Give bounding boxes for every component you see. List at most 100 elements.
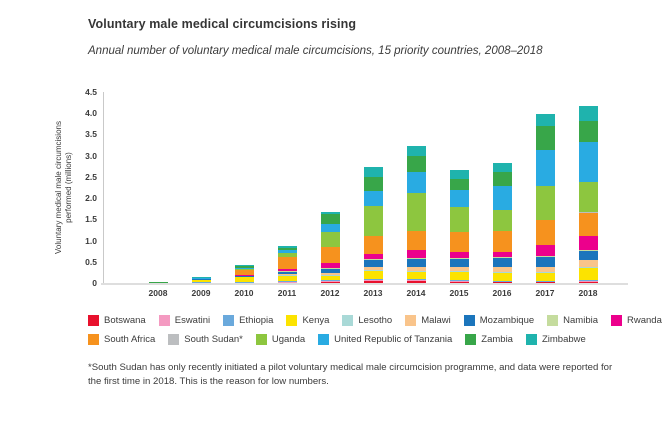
bar-segment-united-republic-of-tanzania-2017 [536, 149, 555, 186]
bar-segment-south-africa-2010 [235, 269, 254, 275]
legend-swatch-zimbabwe [525, 334, 537, 345]
plot-area [103, 92, 626, 283]
bar-segment-rwanda-2016 [493, 251, 512, 258]
bar-segment-mozambique-2015 [450, 258, 469, 267]
legend-item-kenya: Kenya [286, 315, 329, 326]
bar-segment-mozambique-2017 [536, 256, 555, 268]
legend-label-lesotho: Lesotho [358, 315, 393, 326]
legend: Botswana Eswatini Ethiopia Kenya Lesotho Mala… [88, 315, 662, 353]
bar-segment-botswana-2014 [407, 280, 426, 283]
bar-segment-botswana-2018 [579, 281, 598, 283]
legend-item-rwanda: Rwanda [611, 315, 662, 326]
y-tick-label-3.0: 3.0 [85, 150, 97, 161]
page-subtitle: Annual number of voluntary medical male … [88, 45, 543, 57]
y-tick-label-1.5: 1.5 [85, 214, 97, 225]
bar-segment-zambia-2017 [536, 126, 555, 150]
bar-segment-rwanda-2015 [450, 251, 469, 258]
bar-segment-zambia-2016 [493, 172, 512, 187]
bar-2010 [235, 92, 254, 283]
legend-swatch-uganda [255, 334, 267, 345]
x-tick-label-2015: 2015 [449, 288, 469, 298]
bar-segment-rwanda-2011 [278, 269, 297, 272]
bar-2018 [579, 92, 598, 283]
legend-swatch-mozambique [463, 315, 475, 326]
bar-segment-united-republic-of-tanzania-2018 [579, 142, 598, 183]
bar-segment-botswana-2017 [536, 281, 555, 283]
bar-segment-mozambique-2014 [407, 258, 426, 267]
x-axis-labels: 2008 2009 2010 2011 2012 2013 2014 2015 2016 2017… [103, 288, 625, 300]
bar-segment-namibia-2015 [450, 257, 469, 259]
legend-swatch-malawi [405, 315, 417, 326]
legend-label-mozambique: Mozambique [479, 315, 535, 326]
bar-segment-south-africa-2014 [407, 231, 426, 251]
bar-segment-ethiopia-2014 [407, 279, 426, 281]
bar-segment-rwanda-2014 [407, 250, 426, 258]
bar-segment-zambia-2010 [235, 266, 254, 268]
bar-segment-malawi-2017 [536, 267, 555, 272]
bar-segment-ethiopia-2015 [450, 280, 469, 281]
bar-segment-zimbabwe-2013 [364, 166, 383, 178]
y-tick-label-1.0: 1.0 [85, 235, 97, 246]
bar-segment-united-republic-of-tanzania-2013 [364, 190, 383, 207]
bar-segment-kenya-2018 [579, 268, 598, 281]
y-tick-label-2.0: 2.0 [85, 193, 97, 204]
x-axis-line [101, 283, 628, 285]
bar-segment-namibia-2013 [364, 259, 383, 261]
legend-item-south-sudan: South Sudan* [168, 334, 243, 345]
y-tick-label-2.5: 2.5 [85, 171, 97, 182]
bar-segment-rwanda-2010 [235, 274, 254, 276]
bar-segment-zimbabwe-2014 [407, 145, 426, 156]
y-tick-label-0.5: 0.5 [85, 256, 97, 267]
bar-segment-rwanda-2018 [579, 235, 598, 250]
legend-item-zimbabwe: Zimbabwe [525, 334, 586, 345]
legend-label-botswana: Botswana [104, 315, 146, 326]
bar-segment-south-africa-2012 [321, 246, 340, 263]
bar-segment-namibia-2018 [579, 249, 598, 251]
bar-segment-united-republic-of-tanzania-2012 [321, 224, 340, 232]
bar-segment-zambia-2012 [321, 213, 340, 225]
bar-2009 [192, 92, 211, 283]
legend-label-south-sudan: South Sudan* [184, 334, 243, 345]
legend-label-zambia: Zambia [481, 334, 513, 345]
y-tick-label-4.5: 4.5 [85, 87, 97, 97]
legend-swatch-united-republic-of-tanzania [318, 334, 330, 345]
bar-segment-malawi-2018 [579, 260, 598, 268]
legend-label-ethiopia: Ethiopia [239, 315, 274, 326]
x-tick-label-2016: 2016 [492, 288, 512, 298]
bar-segment-botswana-2011 [278, 282, 297, 283]
legend-item-eswatini: Eswatini [158, 315, 210, 326]
bar-segment-kenya-2014 [407, 271, 426, 280]
legend-label-zimbabwe: Zimbabwe [541, 334, 586, 345]
bar-segment-south-africa-2016 [493, 230, 512, 252]
legend-swatch-kenya [286, 315, 298, 326]
legend-swatch-ethiopia [223, 315, 235, 326]
bar-segment-mozambique-2011 [278, 271, 297, 274]
y-axis-title-line1: Voluntary medical male circumcisions [54, 121, 63, 254]
legend-swatch-lesotho [342, 315, 354, 326]
footnote: *South Sudan has only recently initiated… [88, 362, 613, 388]
legend-item-lesotho: Lesotho [342, 315, 392, 326]
y-tick-label-4.0: 4.0 [85, 108, 97, 119]
bar-segment-malawi-2014 [407, 266, 426, 271]
bar-segment-ethiopia-2018 [579, 280, 598, 281]
bar-segment-malawi-2015 [450, 266, 469, 272]
legend-row-1: Botswana Eswatini Ethiopia Kenya Lesotho Mala… [88, 315, 662, 326]
stacked-bar-chart: Voluntary medical male circumcisions per… [54, 87, 628, 300]
bar-segment-united-republic-of-tanzania-2014 [407, 171, 426, 194]
legend-swatch-zambia [465, 334, 477, 345]
bar-segment-rwanda-2017 [536, 245, 555, 256]
bar-segment-mozambique-2012 [321, 268, 340, 274]
legend-row-2: South Africa South Sudan* Uganda United Rep… [88, 334, 633, 345]
legend-label-rwanda: Rwanda [627, 315, 662, 326]
bar-2012 [321, 92, 340, 283]
bar-segment-uganda-2014 [407, 193, 426, 232]
bar-segment-zambia-2011 [278, 247, 297, 251]
x-tick-label-2013: 2013 [363, 288, 383, 298]
legend-item-mozambique: Mozambique [463, 315, 535, 326]
y-axis-ticks: 0 0.5 1.0 1.5 2.0 2.5 3.0 3.5 4.0 4.5 [68, 87, 97, 288]
legend-label-malawi: Malawi [421, 315, 451, 326]
bar-segment-zambia-2015 [450, 179, 469, 190]
bar-segment-united-republic-of-tanzania-2015 [450, 189, 469, 207]
x-tick-label-2017: 2017 [535, 288, 555, 298]
bar-segment-kenya-2013 [364, 270, 383, 280]
